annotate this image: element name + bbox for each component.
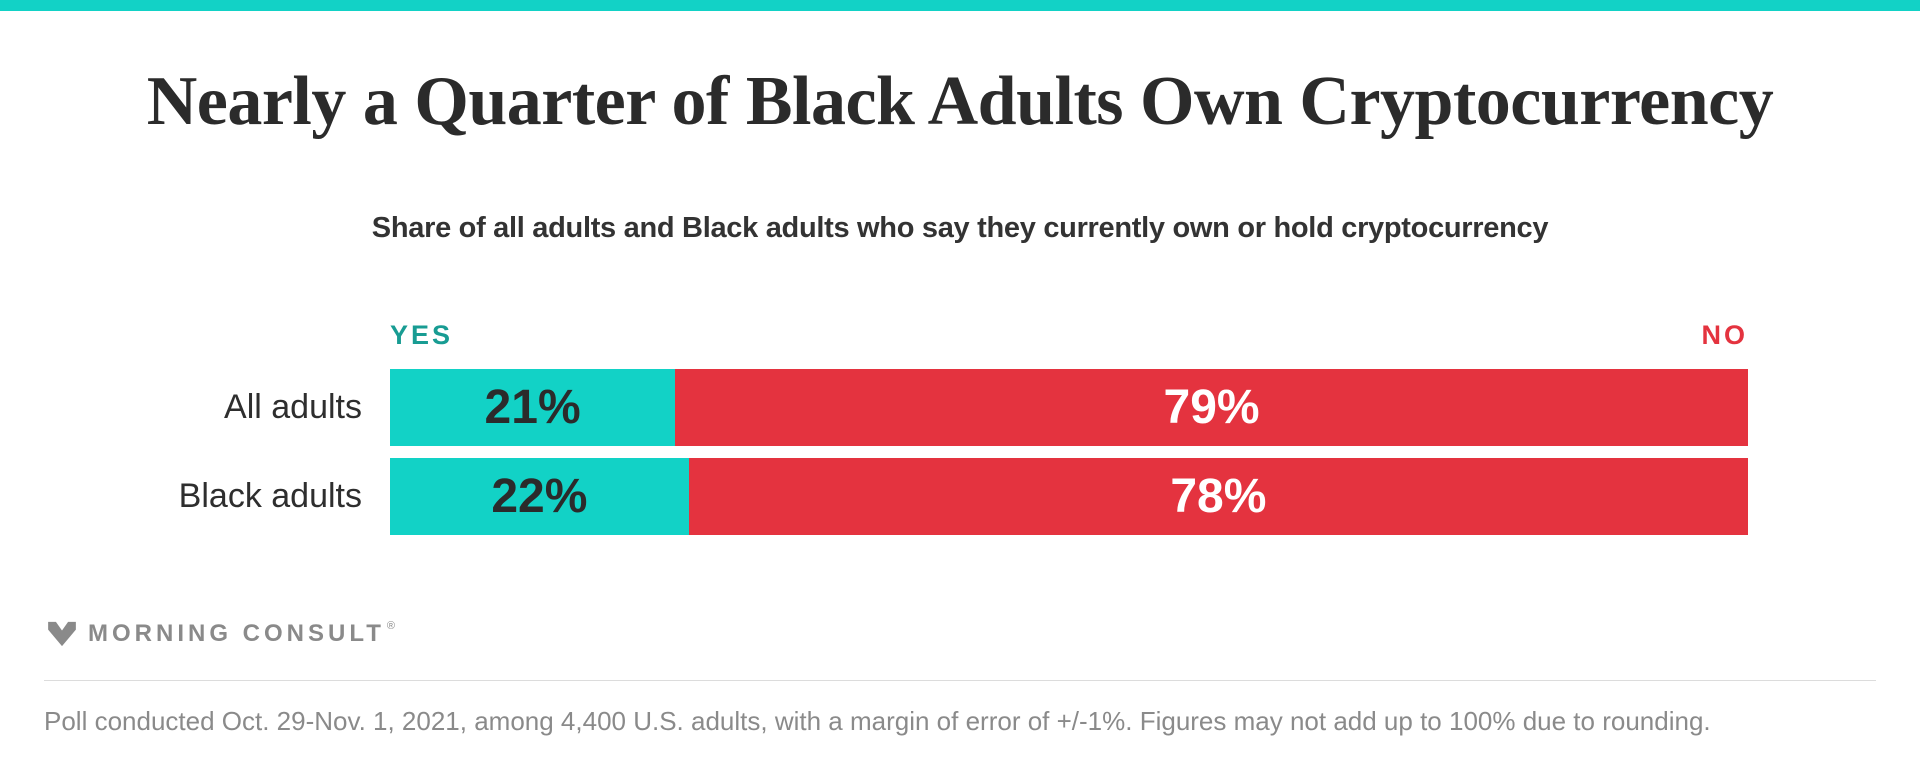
column-headers: YES NO [390, 320, 1748, 351]
no-bar-segment: 78% [688, 458, 1748, 535]
no-bar-segment: 79% [675, 369, 1748, 446]
yes-column-header: YES [390, 320, 454, 350]
row-category-label: All adults [224, 388, 362, 426]
morning-consult-logo: MORNING CONSULT ® [48, 620, 395, 648]
stacked-bar-chart: YES NO All adults 21% 79% Black adults 2… [0, 320, 1920, 547]
morning-consult-m-icon [48, 621, 76, 647]
bar-row-black-adults: Black adults 22% 78% [0, 458, 1920, 535]
top-accent-strip [0, 0, 1920, 11]
bar-track: 22% 78% [390, 458, 1748, 535]
row-category-label: Black adults [178, 477, 362, 515]
no-value-label: 78% [1170, 470, 1267, 523]
no-value-label: 79% [1163, 381, 1260, 434]
registered-trademark-icon: ® [386, 620, 395, 632]
yes-bar-segment: 22% [390, 458, 689, 535]
yes-bar-segment: 21% [390, 369, 676, 446]
footer-divider [44, 680, 1876, 681]
methodology-note: Poll conducted Oct. 29-Nov. 1, 2021, amo… [44, 706, 1711, 736]
brand-name: MORNING CONSULT [88, 620, 385, 647]
bar-track: 21% 79% [390, 369, 1748, 446]
page-title: Nearly a Quarter of Black Adults Own Cry… [146, 63, 1774, 140]
bar-row-all-adults: All adults 21% 79% [0, 369, 1920, 446]
yes-value-label: 22% [491, 470, 588, 523]
chart-subtitle: Share of all adults and Black adults who… [371, 212, 1549, 244]
yes-value-label: 21% [484, 381, 581, 434]
no-column-header: NO [1701, 320, 1748, 350]
